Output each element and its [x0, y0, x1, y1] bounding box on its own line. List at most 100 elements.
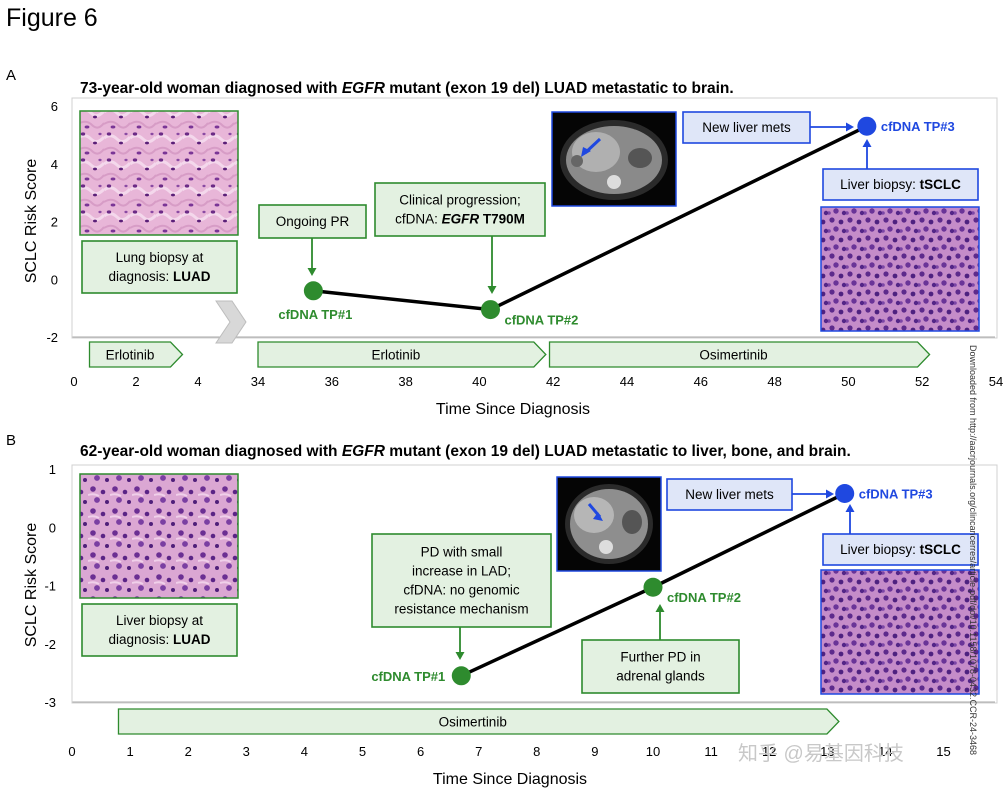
callout-liver-biopsy-tsclc: Liver biopsy: tSCLC — [822, 533, 979, 566]
panel-b: B 62-year-old woman diagnosed with EGFR … — [6, 432, 998, 788]
cfdna-timepoint-marker — [303, 281, 323, 301]
callout-new-liver-mets: New liver mets — [666, 478, 793, 511]
callout-text-run: cfDNA: no genomic — [403, 583, 520, 598]
panel-a-treatment-bars: Erlotinib Erlotinib Osimertinib — [88, 341, 931, 368]
callout-text-run: tSCLC — [920, 177, 961, 192]
x-tick-label: 40 — [472, 374, 486, 389]
callout-text-run: Liver biopsy: — [840, 177, 920, 192]
callout-clinical-progression-line: Clinical progression; — [399, 193, 521, 208]
x-tick-label: 50 — [841, 374, 855, 389]
x-tick-label: 38 — [398, 374, 412, 389]
panel-b-yticks: 1 0 -1 -2 -3 — [44, 462, 56, 710]
x-tick-label: 5 — [359, 744, 366, 759]
cfdna-timepoint-label: cfDNA TP#2 — [504, 313, 578, 328]
x-tick-label: 36 — [325, 374, 339, 389]
callout-new-liver-mets-box — [666, 478, 793, 511]
x-tick-label: 9 — [591, 744, 598, 759]
callout-new-liver-mets-box — [682, 111, 811, 144]
panel-b-tsclc-histology-image — [820, 569, 980, 695]
panel-b-liver-histology-image — [79, 473, 239, 599]
panel-a-ct-scan-image — [551, 111, 677, 207]
panel-a-title: 73-year-old woman diagnosed with EGFR mu… — [80, 80, 734, 97]
cfdna-timepoint-marker — [480, 300, 500, 320]
x-tick-label: 1 — [126, 744, 133, 759]
callout-text-run: Liver biopsy at — [116, 613, 203, 628]
treatment-bar-label: Erlotinib — [372, 348, 421, 363]
x-tick-label: 14 — [878, 744, 892, 759]
x-tick-label: 10 — [646, 744, 660, 759]
y-tick-label: -1 — [44, 579, 56, 594]
panel-title-part: EGFR — [342, 80, 386, 97]
panel-b-treatment-bars: Osimertinib — [117, 708, 840, 735]
treatment-bar-label: Osimertinib — [439, 715, 507, 730]
panel-a-yticks: 6 4 2 0 -2 — [46, 99, 58, 345]
watermark-text: 知乎 @易基因科技 — [738, 742, 904, 765]
callout-further-pd-line: adrenal glands — [616, 669, 705, 684]
panel-a-lung-histology-image — [79, 110, 239, 236]
x-tick-label: 4 — [301, 744, 308, 759]
treatment-bar: Erlotinib — [88, 341, 184, 368]
callout-pd-small-increase-line: resistance mechanism — [394, 602, 528, 617]
x-tick-label: 2 — [185, 744, 192, 759]
callout-clinical-progression-box — [374, 182, 546, 237]
x-tick-label: 15 — [936, 744, 950, 759]
panel-title-part: EGFR — [342, 443, 386, 460]
callout-text-run: diagnosis: — [108, 269, 173, 284]
panel-a: A 73-year-old woman diagnosed with EGFR … — [6, 67, 1003, 418]
callout-liver-biopsy-luad: Liver biopsy at diagnosis: LUAD — [81, 603, 238, 657]
panel-a-plot: cfDNA TP#1 cfDNA TP#2 cfDNA TP#3 — [278, 116, 955, 328]
callout-text-run: diagnosis: — [108, 632, 173, 647]
y-tick-label: -2 — [44, 637, 56, 652]
panel-a-ylabel: SCLC Risk Score — [23, 159, 40, 284]
callout-text-run: adrenal glands — [616, 669, 705, 684]
treatment-bar-label: Osimertinib — [699, 348, 767, 363]
cfdna-timepoint-label: cfDNA TP#3 — [881, 119, 955, 134]
x-tick-label: 2 — [132, 374, 139, 389]
x-tick-label: 12 — [762, 744, 776, 759]
callout-clinical-progression: Clinical progression; cfDNA: EGFR T790M — [374, 182, 546, 237]
panel-title-part: 62-year-old woman diagnosed with — [80, 443, 342, 460]
treatment-bar-label: Erlotinib — [106, 348, 155, 363]
callout-liver-biopsy-luad-line: Liver biopsy at — [116, 613, 203, 628]
x-tick-label: 8 — [533, 744, 540, 759]
y-tick-label: 1 — [49, 462, 56, 477]
callout-ongoing-pr-box — [258, 204, 367, 239]
callout-text-run: increase in LAD; — [412, 564, 511, 579]
callout-text-run: Further PD in — [620, 650, 700, 665]
y-tick-label: 4 — [51, 157, 58, 172]
callout-text-run: Liver biopsy: — [840, 542, 920, 557]
x-tick-label: 13 — [820, 744, 834, 759]
callout-pd-small-increase-line: cfDNA: no genomic — [403, 583, 520, 598]
callout-new-liver-mets-line: New liver mets — [685, 487, 774, 502]
arrow-ongoing-pr — [307, 238, 317, 276]
callout-text-run: Clinical progression; — [399, 193, 521, 208]
arrow-liver-biopsy — [845, 504, 855, 534]
callout-lung-biopsy-box — [81, 240, 238, 294]
panel-a-axis-break-arrow — [215, 300, 247, 344]
callout-lung-biopsy-line: Lung biopsy at — [116, 250, 204, 265]
callout-lung-biopsy-line: diagnosis: LUAD — [108, 269, 210, 284]
arrow-pd-small-increase — [455, 627, 465, 660]
y-tick-label: 2 — [51, 215, 58, 230]
treatment-bar: Erlotinib — [257, 341, 547, 368]
panel-a-xticks: 0 2 4 34 36 38 40 42 44 46 48 50 52 54 — [70, 374, 1003, 389]
callout-further-pd-box — [581, 639, 740, 694]
callout-further-pd-line: Further PD in — [620, 650, 700, 665]
panel-a-liver-histology-image — [820, 206, 980, 332]
panel-b-ylabel: SCLC Risk Score — [23, 523, 40, 648]
callout-liver-biopsy-tsclc-line: Liver biopsy: tSCLC — [840, 177, 961, 192]
arrow-further-pd — [655, 604, 665, 640]
callout-liver-biopsy-tsclc-box — [822, 168, 979, 201]
arrow-liver-biopsy — [862, 139, 872, 169]
x-tick-label: 3 — [243, 744, 250, 759]
callout-text-run: PD with small — [421, 545, 503, 560]
callout-further-pd: Further PD in adrenal glands — [581, 639, 740, 694]
x-tick-label: 54 — [989, 374, 1003, 389]
panel-a-plot-frame — [71, 97, 998, 339]
callout-text-run: T790M — [479, 212, 525, 227]
arrow-new-liver-mets — [810, 122, 854, 132]
panel-title-part: mutant (exon 19 del) LUAD metastatic to … — [385, 80, 734, 97]
callout-ongoing-pr-line: Ongoing PR — [276, 214, 350, 229]
x-tick-label: 44 — [620, 374, 634, 389]
